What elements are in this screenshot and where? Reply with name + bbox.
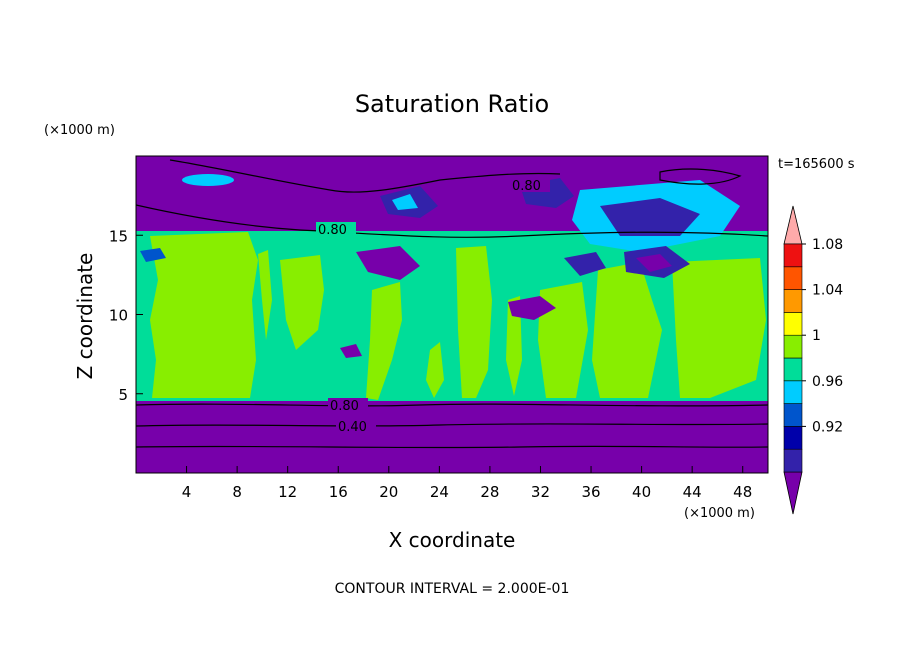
colorbar-swatch: [783, 403, 803, 427]
colorbar-min-arrow: [783, 471, 803, 515]
y-tick-label: 15: [109, 227, 128, 245]
colorbar-swatch: [783, 357, 803, 382]
colorbar-swatch: [783, 266, 803, 290]
y-axis: 5 10 15: [109, 227, 143, 404]
colorbar-swatch: [783, 448, 803, 473]
colorbar-swatch: [783, 380, 803, 404]
y-axis-label: Z coordinate: [73, 253, 97, 380]
colorbar-label: 0.96: [812, 374, 843, 390]
x-tick-label: 28: [480, 483, 499, 501]
x-tick-label: 48: [733, 483, 752, 501]
contour-label: 0.80: [330, 399, 359, 414]
colorbar-label: 0.92: [812, 419, 843, 435]
colorbar-swatch: [783, 243, 803, 268]
colorbar-label: 1.04: [812, 283, 843, 299]
x-tick-label: 32: [531, 483, 550, 501]
colorbar-max-arrow: [783, 205, 803, 245]
plot-area: 0.80 0.80 0.80 0.40: [136, 156, 768, 473]
contour-lines: [136, 159, 768, 449]
contour-interval-note: CONTOUR INTERVAL = 2.000E-01: [335, 581, 570, 597]
colorbar-label: 1.08: [812, 237, 843, 253]
x-axis: 4 8 12 16 20 24 28 32 36 40 44 48: [182, 466, 752, 501]
y-tick-label: 10: [109, 307, 128, 325]
x-tick-label: 12: [278, 483, 297, 501]
colorbar-swatch: [783, 426, 803, 450]
x-tick-label: 24: [430, 483, 449, 501]
colorbar-swatch: [783, 289, 803, 313]
chart-title: Saturation Ratio: [355, 90, 549, 118]
contour-label: 0.80: [318, 223, 347, 238]
colorbar: 0.92 0.96 1 1.04 1.08: [783, 205, 843, 515]
x-tick-label: 40: [632, 483, 651, 501]
x-tick-label: 44: [683, 483, 702, 501]
x-tick-label: 16: [329, 483, 348, 501]
contour-label: 0.80: [512, 179, 541, 194]
colorbar-label: 1: [812, 328, 821, 344]
x-tick-label: 4: [182, 483, 192, 501]
dry-patches: [140, 174, 740, 358]
x-unit-label: (×1000 m): [684, 506, 755, 521]
x-axis-label: X coordinate: [389, 528, 516, 552]
z-unit-label: (×1000 m): [44, 123, 115, 138]
x-tick-label: 36: [581, 483, 600, 501]
contour-labels: 0.80 0.80 0.80 0.40: [316, 178, 550, 435]
x-tick-label: 20: [379, 483, 398, 501]
contour-label: 0.40: [338, 420, 367, 435]
x-tick-label: 8: [232, 483, 242, 501]
supersaturated-regions: [150, 232, 766, 400]
colorbar-swatch: [783, 334, 803, 359]
colorbar-swatch: [783, 312, 803, 336]
y-tick-label: 5: [118, 386, 128, 404]
time-label: t=165600 s: [778, 157, 855, 172]
lower-dry-region: [136, 401, 768, 473]
